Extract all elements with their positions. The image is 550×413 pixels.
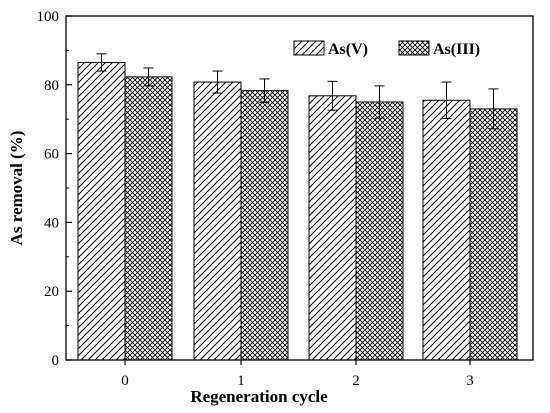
error-bar-As(III)-cycle-3 xyxy=(488,88,499,130)
bar-As(V)-cycle-0 xyxy=(77,61,126,361)
error-bar-As(III)-cycle-2 xyxy=(374,85,385,119)
legend-swatch-As(III) xyxy=(398,40,430,56)
legend-item-As(III): As(III) xyxy=(398,40,480,58)
y-tick-label-40: 40 xyxy=(44,215,59,231)
error-bar-As(V)-cycle-1 xyxy=(212,70,223,94)
x-tick-label-3: 3 xyxy=(466,373,474,389)
error-bar-As(V)-cycle-0 xyxy=(96,53,107,72)
x-tick-label-0: 0 xyxy=(121,373,129,389)
bar-As(V)-cycle-2 xyxy=(308,95,357,361)
error-bars-layer xyxy=(96,53,499,130)
bar-As(V)-cycle-3 xyxy=(422,99,471,361)
y-tick-label-60: 60 xyxy=(44,147,59,163)
error-bar-As(III)-cycle-1 xyxy=(259,78,270,103)
legend-label-As(V): As(V) xyxy=(328,41,368,58)
y-axis-title: As removal (%) xyxy=(7,131,26,246)
error-bar-As(V)-cycle-2 xyxy=(327,80,338,111)
legend-swatch-As(V) xyxy=(293,40,325,56)
bars-layer xyxy=(77,61,518,361)
bar-As(III)-cycle-0 xyxy=(124,76,173,361)
y-tick-label-20: 20 xyxy=(44,284,59,300)
y-tick-label-0: 0 xyxy=(52,353,60,369)
error-bar-As(V)-cycle-3 xyxy=(441,81,452,120)
axis-ticks-layer: 0 20 40 60 80 100 0 1 2 3 xyxy=(37,9,474,389)
legend: As(V) As(III) xyxy=(293,40,480,58)
x-tick-label-2: 2 xyxy=(352,373,360,389)
legend-item-As(V): As(V) xyxy=(293,40,368,58)
bar-As(III)-cycle-2 xyxy=(355,101,404,361)
legend-label-As(III): As(III) xyxy=(433,41,480,58)
bar-As(III)-cycle-3 xyxy=(469,108,518,361)
error-bar-As(III)-cycle-0 xyxy=(143,67,154,87)
y-tick-label-80: 80 xyxy=(44,78,59,94)
bar-As(V)-cycle-1 xyxy=(193,81,242,361)
x-tick-label-1: 1 xyxy=(237,373,245,389)
bar-As(III)-cycle-1 xyxy=(240,90,289,361)
y-tick-label-100: 100 xyxy=(37,9,60,25)
x-axis-title: Regeneration cycle xyxy=(190,387,328,406)
